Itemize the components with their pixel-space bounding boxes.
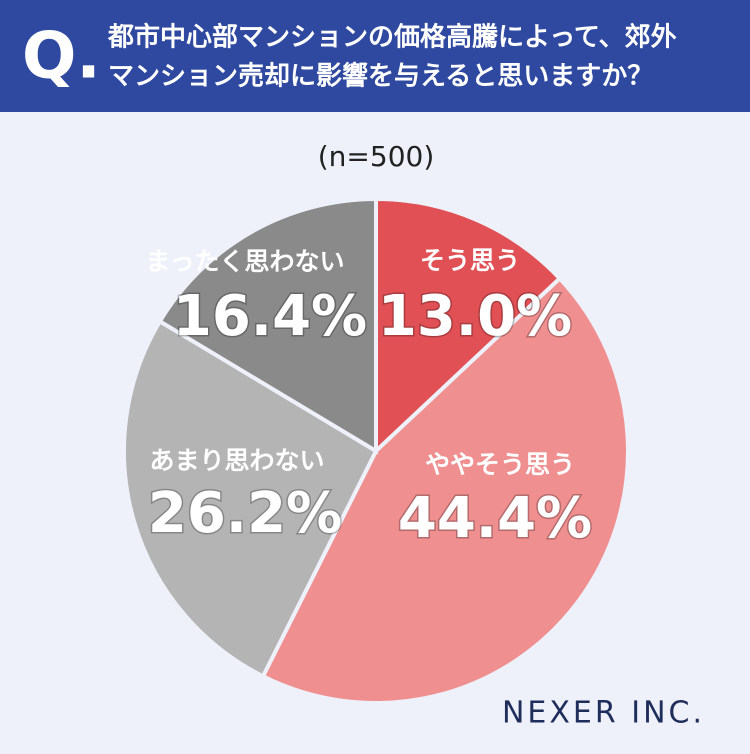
question-mark: Q.: [22, 20, 101, 94]
brand-logo: NEXER INC.: [502, 696, 705, 731]
slice-label: まったく思わない: [145, 247, 344, 276]
value-label: 13.0%: [378, 284, 572, 349]
slice-label: ややそう思う: [425, 450, 575, 479]
slice-label: そう思う: [420, 246, 520, 275]
title-line: 都市中心部マンションの価格高騰によって、郊外: [107, 22, 677, 53]
pie-slice: [157, 196, 378, 455]
pie: [122, 196, 630, 705]
value-label: 16.4%: [173, 284, 367, 349]
value-label: 44.4%: [398, 486, 592, 551]
value-label: 26.2%: [148, 481, 342, 546]
pie-slice: [122, 318, 379, 679]
subtitle: (n=500): [318, 140, 435, 173]
title-line: マンション売却に影響を与えると思いますか？: [108, 61, 653, 92]
pie-slice: [374, 196, 563, 456]
slice-label: あまり思わない: [149, 446, 324, 475]
pie-slice: [260, 275, 630, 705]
header-band: [0, 0, 750, 112]
